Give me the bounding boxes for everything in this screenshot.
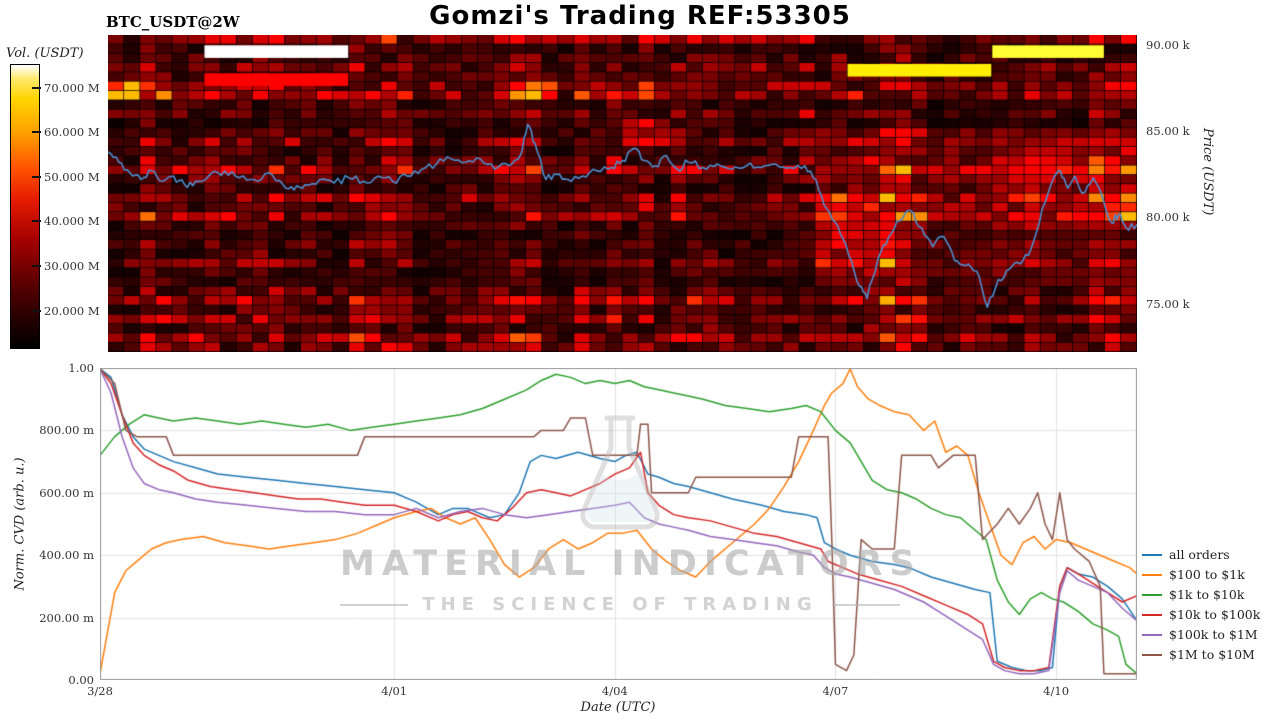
volume-tick-label: 70.000 M	[44, 80, 100, 95]
legend-item: $100k to $1M	[1142, 627, 1260, 642]
legend-label: $100k to $1M	[1169, 627, 1258, 642]
legend-label: $1M to $10M	[1169, 647, 1255, 662]
cvd-axis-title: Norm. CVD (arb. u.)	[12, 457, 28, 591]
volume-tick-label: 40.000 M	[44, 214, 100, 229]
volume-tick-mark	[32, 309, 41, 312]
volume-tick-label: 50.000 M	[44, 170, 100, 185]
legend-item: $1k to $10k	[1142, 587, 1260, 602]
legend-swatch	[1142, 573, 1162, 576]
date-tick-label: 4/10	[1043, 684, 1070, 698]
price-axis-title: Price (USDT)	[1200, 128, 1215, 216]
legend-label: $100 to $1k	[1169, 567, 1245, 582]
date-axis-title: Date (UTC)	[580, 700, 656, 715]
price-tick-label: 85.00 k	[1146, 124, 1190, 139]
volume-tick-label: 20.000 M	[44, 303, 100, 318]
cvd-tick-label: 400.00 m	[39, 548, 94, 563]
volume-tick-mark	[32, 86, 41, 89]
legend-label: all orders	[1169, 547, 1230, 562]
legend: all orders $100 to $1k $1k to $10k $10k to …	[1142, 547, 1260, 662]
price-tick-label: 75.00 k	[1146, 296, 1190, 311]
cvd-chart-canvas	[100, 368, 1137, 680]
cvd-tick-label: 0.00	[68, 673, 94, 687]
date-tick-label: 4/01	[381, 684, 408, 698]
volume-colorbar	[10, 64, 40, 349]
colorbar-title: Vol. (USDT)	[6, 46, 84, 61]
volume-heatmap-canvas	[108, 35, 1137, 352]
legend-swatch	[1142, 633, 1162, 636]
price-tick-label: 80.00 k	[1146, 210, 1190, 225]
cvd-tick-label: 800.00 m	[39, 423, 94, 438]
legend-swatch	[1142, 553, 1162, 556]
legend-swatch	[1142, 593, 1162, 596]
volume-tick-mark	[32, 220, 41, 223]
symbol-label: BTC_USDT@2W	[106, 13, 240, 31]
cvd-tick-label: 1.00	[68, 361, 94, 375]
legend-item: $10k to $100k	[1142, 607, 1260, 622]
legend-item: all orders	[1142, 547, 1260, 562]
volume-tick-mark	[32, 176, 41, 179]
legend-swatch	[1142, 613, 1162, 616]
legend-item: $100 to $1k	[1142, 567, 1260, 582]
cvd-tick-label: 200.00 m	[39, 610, 94, 625]
page-title: Gomzi's Trading REF:53305	[429, 1, 851, 31]
date-tick-label: 4/07	[822, 684, 849, 698]
volume-tick-label: 30.000 M	[44, 259, 100, 274]
cvd-tick-label: 600.00 m	[39, 485, 94, 500]
date-tick-label: 4/04	[601, 684, 628, 698]
legend-swatch	[1142, 653, 1162, 656]
volume-tick-mark	[32, 131, 41, 134]
date-tick-label: 3/28	[87, 684, 113, 698]
volume-tick-mark	[32, 265, 41, 268]
volume-tick-label: 60.000 M	[44, 125, 100, 140]
legend-label: $10k to $100k	[1169, 607, 1261, 622]
price-tick-label: 90.00 k	[1146, 38, 1190, 52]
legend-item: $1M to $10M	[1142, 647, 1260, 662]
legend-label: $1k to $10k	[1169, 587, 1245, 602]
